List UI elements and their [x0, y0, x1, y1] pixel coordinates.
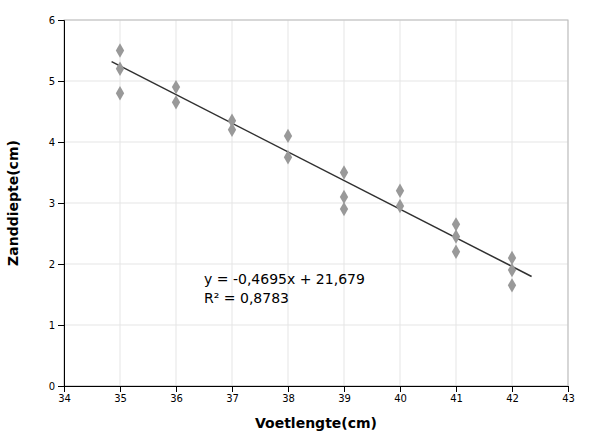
tick-label: 34 — [58, 393, 71, 404]
tick-label: 36 — [170, 393, 183, 404]
tick-mark — [288, 386, 289, 392]
tick-label: 43 — [562, 393, 575, 404]
point — [228, 123, 236, 137]
plot: 343536373839404142430123456 — [49, 15, 575, 404]
point — [396, 199, 404, 213]
tick: 4 — [49, 137, 64, 148]
grid — [64, 20, 568, 386]
point — [116, 62, 124, 76]
tick: 5 — [49, 76, 64, 87]
grid-line-y — [64, 264, 568, 265]
tick-mark — [176, 386, 177, 392]
tick-label: 41 — [450, 393, 463, 404]
marks — [112, 43, 532, 292]
tick-mark — [58, 264, 64, 265]
point — [340, 202, 348, 216]
y-axis-title: Zanddiepte(cm) — [5, 140, 21, 266]
tick: 0 — [49, 381, 64, 392]
tick: 1 — [49, 320, 64, 331]
point — [340, 165, 348, 179]
tick-mark — [400, 386, 401, 392]
y-axis: 0 1 2 3 4 5 6 — [49, 15, 65, 392]
tick-label: 6 — [49, 15, 55, 26]
tick-mark — [58, 203, 64, 204]
tick: 41 — [450, 386, 463, 404]
point — [172, 80, 180, 94]
axis-line — [65, 387, 569, 393]
tick: 37 — [226, 386, 239, 404]
annotation: R² = 0,8783 — [204, 290, 289, 306]
regression-line — [112, 62, 532, 277]
tick-label: 5 — [49, 76, 55, 87]
tick-mark — [58, 325, 64, 326]
tick-mark — [58, 386, 64, 387]
tick: 3 — [49, 198, 64, 209]
tick: 35 — [114, 386, 127, 404]
tick-label: 35 — [114, 393, 127, 404]
tick-label: 3 — [49, 198, 55, 209]
point — [284, 150, 292, 164]
point — [116, 86, 124, 100]
tick-label: 42 — [506, 393, 519, 404]
point — [452, 245, 460, 259]
axis-line — [58, 21, 65, 387]
point — [508, 263, 516, 277]
tick-label: 37 — [226, 393, 239, 404]
chart: 343536373839404142430123456Voetlengte(cm… — [0, 0, 592, 442]
tick: 38 — [282, 386, 295, 404]
point — [508, 278, 516, 292]
tick-label: 40 — [394, 393, 407, 404]
tick: 43 — [562, 386, 575, 404]
tick-label: 4 — [49, 137, 55, 148]
grid-line-y — [64, 325, 568, 326]
tick: 36 — [170, 386, 183, 404]
tick: 39 — [338, 386, 351, 404]
tick-mark — [568, 386, 569, 392]
point — [396, 184, 404, 198]
tick-mark — [58, 81, 64, 82]
grid-line-y — [64, 142, 568, 143]
tick-label: 0 — [49, 381, 55, 392]
tick-mark — [344, 386, 345, 392]
point — [452, 229, 460, 243]
tick: 42 — [506, 386, 519, 404]
plot-frame — [64, 20, 568, 386]
tick: 6 — [49, 15, 64, 26]
tick-mark — [456, 386, 457, 392]
point — [284, 129, 292, 143]
tick: 40 — [394, 386, 407, 404]
tick: 34 — [58, 386, 71, 404]
tick-label: 39 — [338, 393, 351, 404]
annotation: y = -0,4695x + 21,679 — [204, 271, 365, 287]
grid-line-y — [64, 203, 568, 204]
point — [172, 95, 180, 109]
tick-mark — [232, 386, 233, 392]
x-axis-title: Voetlengte(cm) — [255, 415, 377, 431]
grid-line-y — [64, 81, 568, 82]
tick-label: 2 — [49, 259, 55, 270]
tick: 2 — [49, 259, 64, 270]
x-axis: 34 35 36 37 38 39 40 41 42 43 — [58, 386, 575, 404]
tick-mark — [58, 20, 64, 21]
point — [116, 43, 124, 57]
tick-label: 1 — [49, 320, 55, 331]
tick-mark — [120, 386, 121, 392]
tick-label: 38 — [282, 393, 295, 404]
tick-mark — [58, 142, 64, 143]
tick-mark — [512, 386, 513, 392]
